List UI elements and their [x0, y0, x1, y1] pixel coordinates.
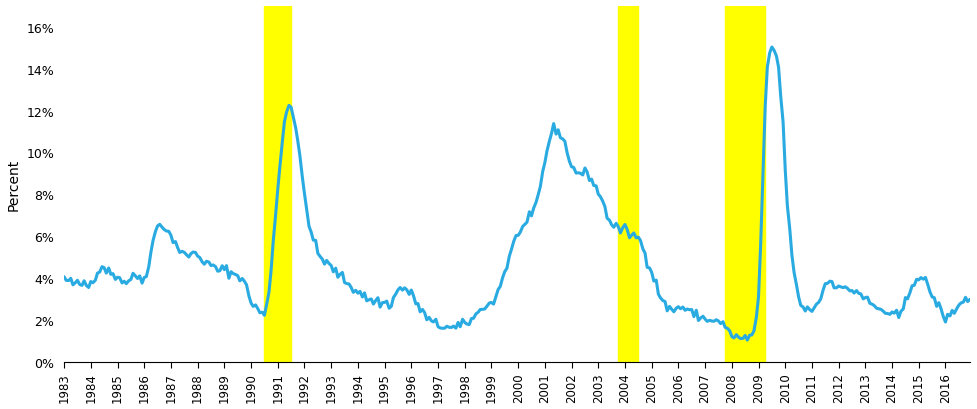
Bar: [265, 7, 291, 362]
Bar: [618, 7, 638, 362]
Bar: [725, 7, 765, 362]
Y-axis label: Percent: Percent: [7, 158, 21, 210]
